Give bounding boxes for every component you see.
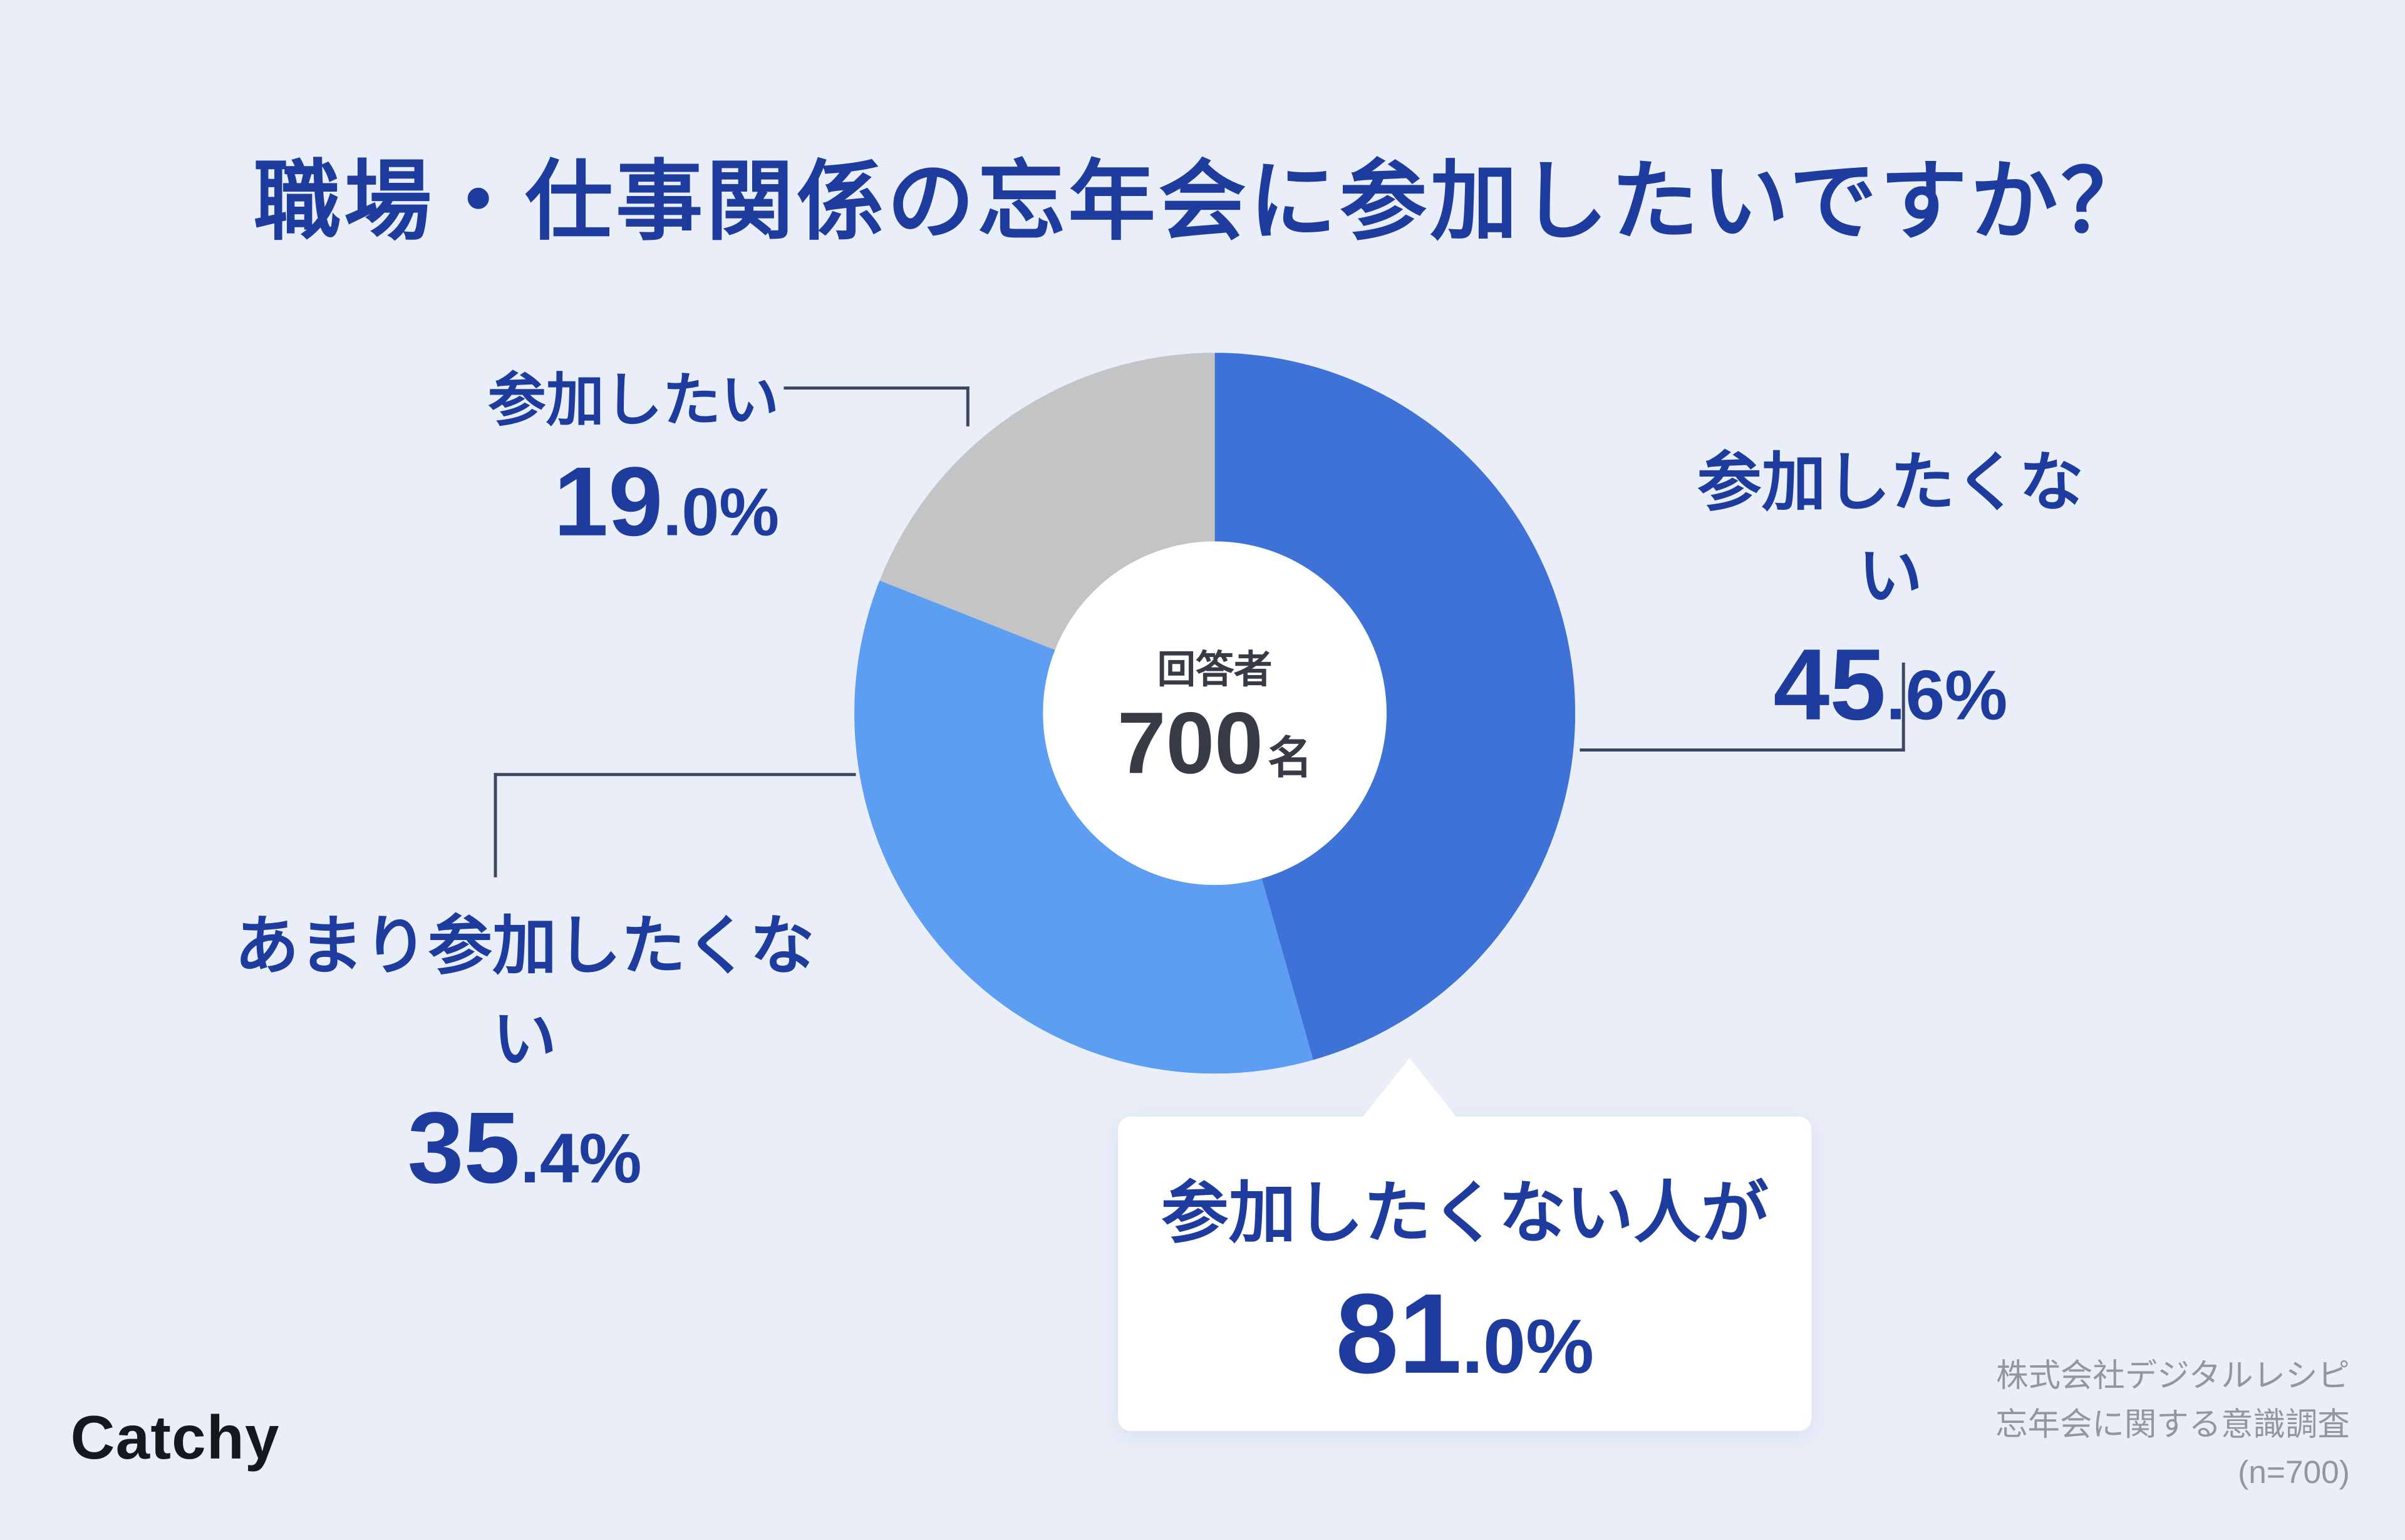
segment-value-want-attend: 19.0% — [430, 452, 779, 550]
segment-value-not-attend-rest: .6% — [1886, 654, 2008, 735]
segment-value-not-attend-main: 45 — [1773, 627, 1886, 741]
label-group-rather-not-attend: あまり参加したくない 35.4% — [233, 894, 816, 1198]
source-survey-name: 忘年会に関する意識調査 — [1995, 1407, 2350, 1443]
segment-value-rather-not-attend-main: 35 — [407, 1090, 520, 1204]
source-credit: 株式会社デジタルレシピ 忘年会に関する意識調査 (n=700) — [1995, 1353, 2350, 1497]
segment-value-want-attend-rest: .0% — [663, 475, 780, 551]
donut-chart — [854, 353, 1576, 1074]
annotation-value-main: 81 — [1335, 1269, 1462, 1397]
source-sample-size: (n=700) — [2238, 1455, 2350, 1491]
segment-value-not-attend: 45.6% — [1672, 633, 2109, 735]
donut-segment-0 — [1214, 353, 1576, 1060]
annotation-value-rest: .0% — [1462, 1303, 1595, 1389]
connector-line-rather-not-attend-v — [494, 773, 497, 877]
annotation-text: 参加したくない人が — [1161, 1176, 1769, 1251]
donut-segment-1 — [854, 580, 1313, 1074]
source-company: 株式会社デジタルレシピ — [1996, 1358, 2350, 1395]
callout-pointer-triangle — [1360, 1058, 1459, 1120]
segment-value-want-attend-main: 19 — [554, 446, 663, 557]
donut-center-hole — [1043, 541, 1387, 886]
connector-line-not-attend-h — [1580, 748, 1905, 752]
segment-label-want-attend: 参加したい — [487, 369, 780, 435]
annotation-value: 81.0% — [1335, 1269, 1595, 1397]
segment-label-not-attend: 参加したくない — [1697, 446, 2084, 612]
annotation-callout: 参加したくない人が 81.0% — [1118, 1058, 1812, 1431]
segment-label-rather-not-attend: あまり参加したくない — [234, 909, 815, 1075]
connector-line-want-attend-h — [784, 386, 970, 390]
label-group-not-attend: 参加したくない 45.6% — [1672, 431, 2109, 735]
page-title: 職場・仕事関係の忘年会に参加したいですか？ — [253, 153, 2152, 252]
segment-value-rather-not-attend: 35.4% — [233, 1097, 816, 1198]
connector-line-rather-not-attend-h — [494, 773, 856, 777]
connector-line-not-attend-v — [1901, 662, 1905, 752]
label-group-want-attend: 参加したい 19.0% — [430, 353, 779, 550]
segment-value-rather-not-attend-rest: .4% — [520, 1118, 642, 1198]
donut-segment-2 — [879, 353, 1215, 650]
catchy-logo: Catchy — [70, 1405, 280, 1473]
connector-line-want-attend-v — [966, 386, 970, 426]
